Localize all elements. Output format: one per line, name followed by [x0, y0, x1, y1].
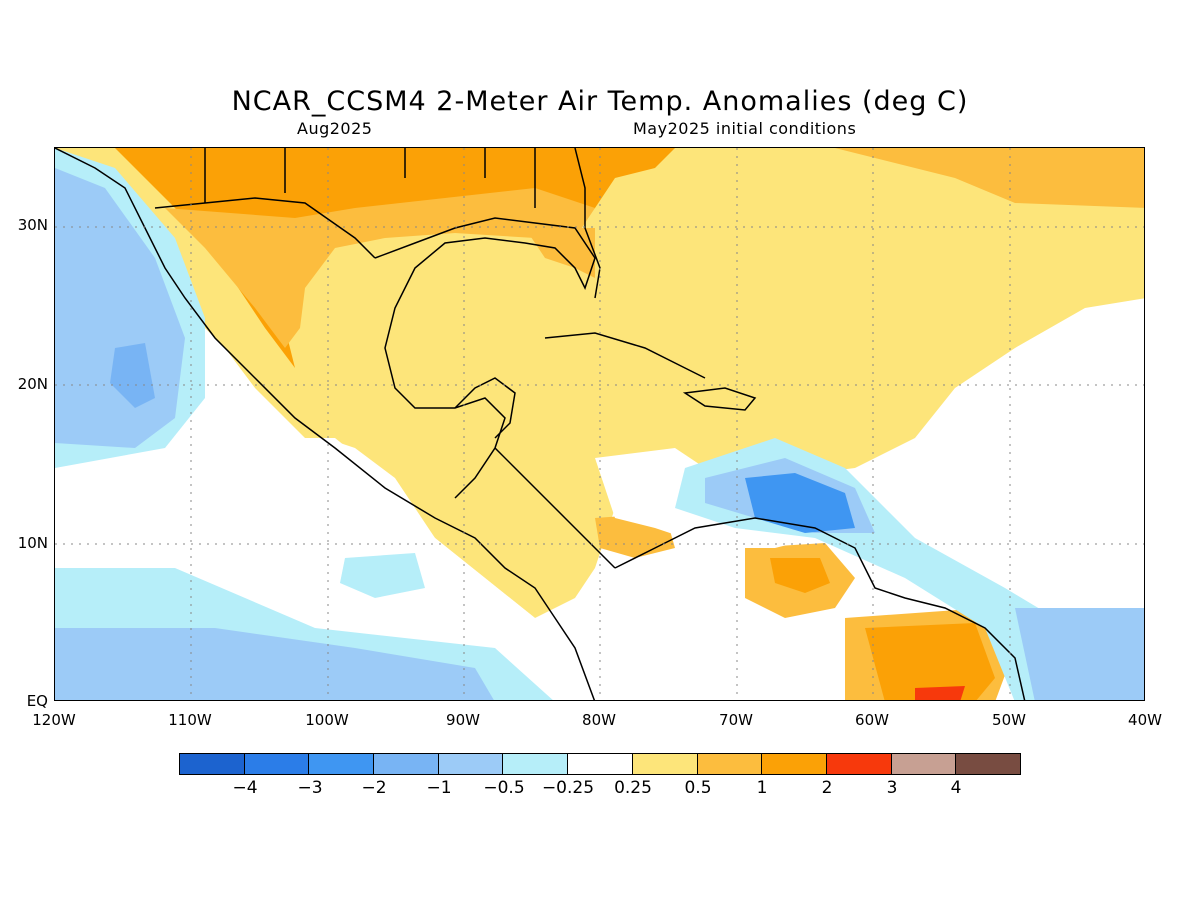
grid-lines: [55, 148, 1144, 700]
colorbar-swatch: [309, 754, 375, 774]
lon-tick-80w: 80W: [582, 711, 616, 729]
cool-field-caribbean-core: [745, 473, 855, 533]
lon-tick-120w: 120W: [32, 711, 76, 729]
anomaly-map: [54, 147, 1145, 701]
lon-tick-90w: 90W: [446, 711, 480, 729]
lat-tick-10n: 10N: [17, 534, 48, 552]
initial-conditions: May2025 initial conditions: [633, 119, 857, 138]
colorbar-label: 3: [886, 778, 898, 798]
colorbar-swatch: [180, 754, 245, 774]
lat-tick-30n: 30N: [17, 216, 48, 234]
border-us-mexico: [154, 197, 376, 259]
colorbar-label: −2: [361, 778, 387, 798]
cool-field-pacific-south-inner: [55, 628, 494, 700]
cool-field-pacific-spot: [340, 553, 425, 598]
lon-tick-110w: 110W: [168, 711, 212, 729]
colorbar-swatch: [568, 754, 633, 774]
colorbar-label: −1: [426, 778, 452, 798]
coastline-south-america: [614, 517, 1026, 700]
lat-tick-eq: EQ: [26, 692, 48, 710]
chart-title: NCAR_CCSM4 2-Meter Air Temp. Anomalies (…: [231, 86, 969, 117]
lon-tick-60w: 60W: [855, 711, 889, 729]
cool-field-west-coast-inner: [55, 168, 185, 448]
warm-field-atlantic-ne: [835, 148, 1144, 208]
cool-field-atlantic-se: [1015, 608, 1144, 700]
colorbar-label: 0.5: [684, 778, 712, 798]
border-states: [204, 148, 536, 208]
colorbar-swatch: [632, 754, 698, 774]
colorbar: [179, 753, 1021, 775]
colorbar-label: 1: [756, 778, 768, 798]
coastline-central-america: [494, 447, 616, 569]
warm-field-north: [55, 148, 1144, 618]
colorbar-label: −0.5: [483, 778, 525, 798]
anomaly-fields: [55, 148, 1144, 700]
warm-field-guianas-peak: [915, 686, 965, 700]
coastline-florida: [574, 148, 601, 299]
colorbar-swatch: [826, 754, 892, 774]
lon-tick-40w: 40W: [1128, 711, 1162, 729]
coastline-gulf-mexico: [374, 217, 596, 499]
colorbar-swatch: [244, 754, 310, 774]
colorbar-label: −4: [232, 778, 258, 798]
colorbar-swatch: [697, 754, 763, 774]
colorbar-swatch: [374, 754, 439, 774]
warm-field-light-orange-usa: [165, 188, 595, 348]
coastline-hispaniola: [682, 387, 757, 411]
colorbar-swatch: [503, 754, 569, 774]
forecast-month: Aug2025: [297, 119, 373, 138]
coastline-mexico-pacific: [55, 148, 596, 700]
lon-tick-70w: 70W: [719, 711, 753, 729]
colorbar-label: 4: [950, 778, 962, 798]
lat-tick-20n: 20N: [17, 375, 48, 393]
colorbar-label: 2: [821, 778, 833, 798]
warm-field-guianas-core: [865, 623, 995, 700]
colorbar-label: −0.25: [541, 778, 595, 798]
cool-field-baja: [110, 343, 155, 408]
colorbar-label: 0.25: [614, 778, 652, 798]
colorbar-swatch: [762, 754, 827, 774]
colorbar-swatch: [438, 754, 504, 774]
colorbar-swatch: [891, 754, 957, 774]
warm-field-venezuela-core: [770, 558, 830, 593]
neutral-field-atlantic: [1085, 298, 1144, 408]
colorbar-label: −3: [297, 778, 323, 798]
colorbar-swatch: [956, 754, 1020, 774]
lon-tick-50w: 50W: [992, 711, 1026, 729]
lon-tick-100w: 100W: [305, 711, 349, 729]
coastline-cuba: [544, 332, 706, 379]
